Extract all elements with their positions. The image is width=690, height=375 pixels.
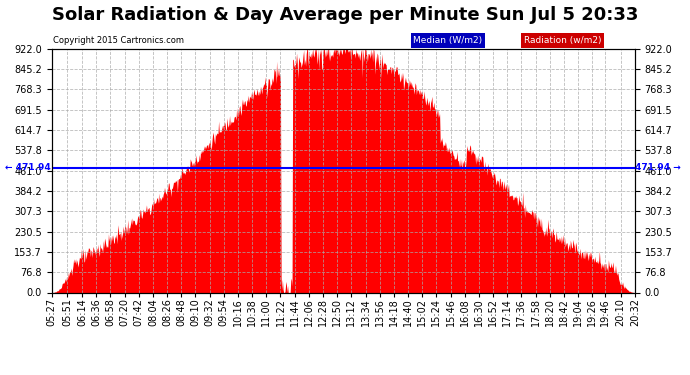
Text: Copyright 2015 Cartronics.com: Copyright 2015 Cartronics.com xyxy=(53,36,184,45)
Text: 471.94 →: 471.94 → xyxy=(635,163,681,172)
Text: Median (W/m2): Median (W/m2) xyxy=(413,36,482,45)
Text: Radiation (w/m2): Radiation (w/m2) xyxy=(524,36,602,45)
Text: ← 471.94: ← 471.94 xyxy=(6,163,51,172)
Text: Solar Radiation & Day Average per Minute Sun Jul 5 20:33: Solar Radiation & Day Average per Minute… xyxy=(52,6,638,24)
